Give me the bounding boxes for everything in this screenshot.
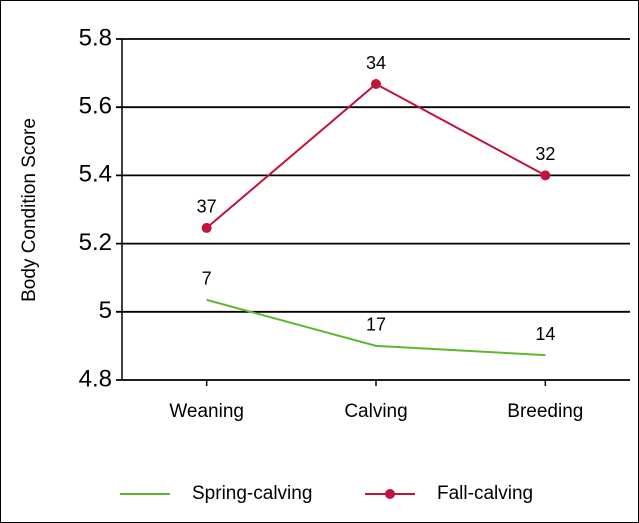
y-tick-label: 5.6 — [79, 93, 112, 120]
legend-label: Fall-calving — [437, 483, 533, 504]
x-tick-label: Calving — [344, 401, 407, 422]
annotation: 7 — [202, 269, 212, 289]
x-tick-label: Weaning — [169, 401, 244, 422]
y-tick-label: 5.2 — [79, 229, 112, 256]
point — [371, 79, 381, 90]
y-tick-label: 5.8 — [79, 24, 112, 51]
series-line — [206, 298, 546, 357]
y-axis-label: Body Condition Score — [19, 118, 40, 302]
annotation: 34 — [366, 53, 386, 73]
y-tick-label: 5 — [99, 297, 112, 324]
annotation: 32 — [535, 144, 555, 164]
annotation: 14 — [535, 324, 555, 344]
annotation: 17 — [366, 315, 386, 335]
point — [201, 222, 212, 233]
y-tick-label: 5.4 — [79, 161, 112, 188]
x-tick-label: Breeding — [507, 401, 583, 422]
legend-label: Spring-calving — [192, 483, 312, 504]
legend-marker — [385, 489, 395, 499]
point — [540, 170, 551, 181]
y-tick-label: 4.8 — [79, 365, 112, 392]
annotation: 37 — [197, 197, 217, 217]
